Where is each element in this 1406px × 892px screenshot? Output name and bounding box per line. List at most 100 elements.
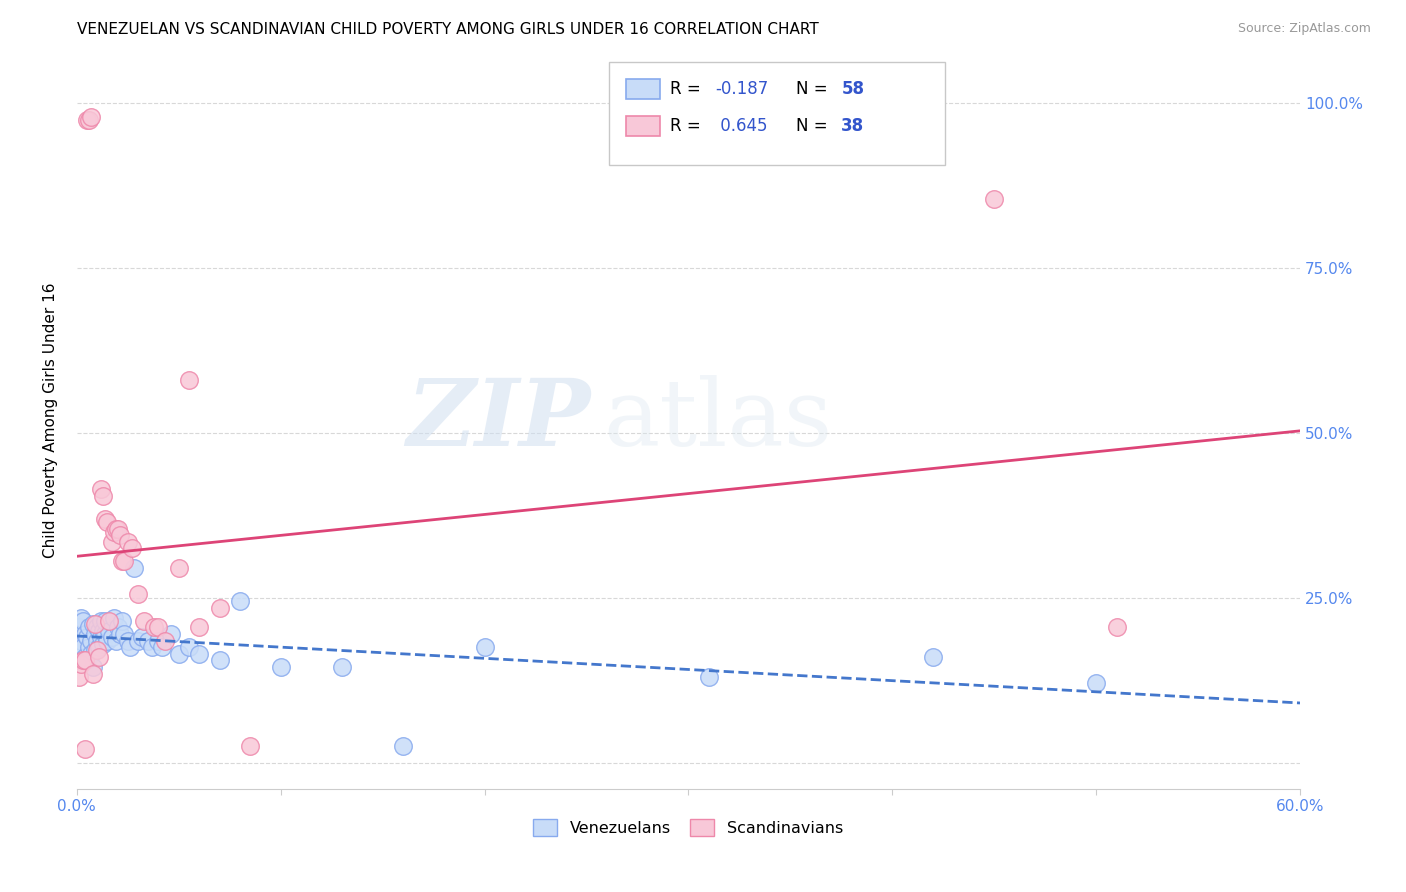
Point (108, 528, 131, 542)
Point (70, 610, 93, 624)
Point (89, 650, 111, 665)
Point (80, 110, 103, 124)
Point (208, 653, 231, 667)
Point (148, 620, 170, 634)
Point (229, 594, 252, 608)
Point (167, 561, 190, 575)
Point (76, 630, 98, 644)
Point (86, 643, 108, 657)
Point (84, 627, 107, 641)
Point (167, 647, 190, 661)
Text: atlas: atlas (603, 375, 832, 465)
Point (82, 660, 104, 674)
Point (107, 522, 129, 536)
Point (131, 630, 153, 644)
Point (96, 633, 118, 648)
Point (148, 633, 170, 648)
Point (94, 511, 117, 525)
Point (134, 614, 156, 628)
Text: ZIP: ZIP (406, 375, 591, 465)
Point (73, 627, 96, 641)
Point (143, 620, 166, 634)
Point (177, 640, 200, 655)
Point (96, 515, 118, 529)
Point (84, 617, 107, 632)
Point (67, 670, 90, 684)
Point (86, 620, 108, 634)
Point (77, 620, 100, 634)
Point (127, 587, 149, 601)
Point (697, 670, 720, 684)
Point (177, 373, 200, 387)
Point (89, 624, 111, 638)
Point (90, 630, 112, 644)
Point (94, 627, 117, 641)
Point (70, 633, 93, 648)
Text: VENEZUELAN VS SCANDINAVIAN CHILD POVERTY AMONG GIRLS UNDER 16 CORRELATION CHART: VENEZUELAN VS SCANDINAVIAN CHILD POVERTY… (77, 22, 820, 37)
Point (103, 524, 125, 539)
Point (474, 640, 496, 655)
FancyBboxPatch shape (626, 78, 661, 99)
Point (73, 653, 96, 667)
Point (98, 614, 121, 628)
Point (330, 660, 353, 674)
Point (127, 633, 149, 648)
Point (112, 554, 135, 568)
Point (82, 617, 104, 632)
Point (93, 489, 115, 503)
Point (72, 640, 94, 655)
Point (80, 633, 103, 648)
Point (76, 653, 98, 667)
Point (1085, 676, 1108, 690)
Text: 58: 58 (841, 80, 865, 98)
FancyBboxPatch shape (609, 62, 945, 165)
Point (73, 650, 96, 665)
Point (983, 192, 1005, 206)
Point (104, 633, 127, 648)
Point (239, 739, 262, 753)
Point (90, 614, 112, 628)
Point (86, 633, 108, 648)
Point (70, 657, 93, 671)
Point (107, 620, 129, 634)
Text: N =: N = (796, 80, 832, 98)
Point (90, 482, 112, 496)
Point (118, 640, 141, 655)
Point (76, 112, 98, 127)
Point (392, 739, 415, 753)
Point (72, 614, 94, 628)
Point (208, 600, 231, 615)
Point (117, 633, 139, 648)
Text: 38: 38 (841, 117, 865, 135)
Point (98, 624, 121, 638)
Point (100, 630, 122, 644)
Point (93, 624, 115, 638)
Point (141, 640, 163, 655)
Text: R =: R = (671, 80, 706, 98)
Point (72, 653, 94, 667)
Point (152, 640, 174, 655)
Point (153, 633, 176, 648)
Text: R =: R = (671, 117, 706, 135)
Point (89, 640, 111, 655)
Point (159, 627, 181, 641)
Point (73, 742, 96, 756)
Point (188, 620, 211, 634)
Point (94, 614, 117, 628)
FancyBboxPatch shape (626, 116, 661, 136)
Point (93, 637, 115, 651)
Point (111, 554, 134, 568)
Text: -0.187: -0.187 (716, 80, 769, 98)
Point (82, 666, 104, 681)
Point (103, 610, 125, 624)
Point (84, 643, 107, 657)
Legend: Venezuelans, Scandinavians: Venezuelans, Scandinavians (533, 819, 844, 837)
Point (121, 541, 143, 556)
Point (104, 522, 127, 536)
Point (108, 627, 131, 641)
Point (1105, 620, 1128, 634)
Text: N =: N = (796, 117, 832, 135)
Text: 0.645: 0.645 (716, 117, 768, 135)
Text: Source: ZipAtlas.com: Source: ZipAtlas.com (1237, 22, 1371, 36)
Point (136, 633, 159, 648)
